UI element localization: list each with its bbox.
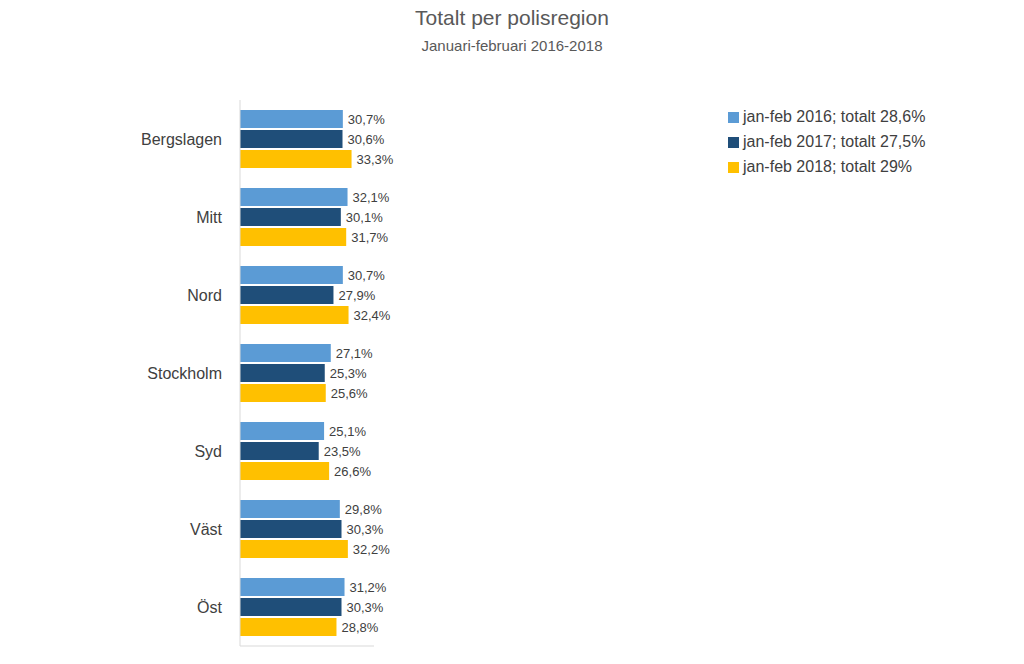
svg-text:28,8%: 28,8% <box>341 620 378 635</box>
svg-text:Bergslagen: Bergslagen <box>141 131 222 148</box>
html-text:Totalt per polisregion: Totalt per polisregion <box>415 6 609 29</box>
svg-text:31,7%: 31,7% <box>351 230 388 245</box>
svg-text:25,6%: 25,6% <box>331 386 368 401</box>
svg-text:32,4%: 32,4% <box>354 308 391 323</box>
html-text:jan-feb 2016; totalt 28,6%: jan-feb 2016; totalt 28,6% <box>743 108 926 125</box>
svg-text:33,3%: 33,3% <box>357 152 394 167</box>
svg-text:30,1%: 30,1% <box>346 210 383 225</box>
svg-text:27,1%: 27,1% <box>336 346 373 361</box>
svg-text:30,6%: 30,6% <box>348 132 385 147</box>
svg-text:Syd: Syd <box>194 443 222 460</box>
svg-text:25,1%: 25,1% <box>329 424 366 439</box>
svg-text:30,7%: 30,7% <box>348 268 385 283</box>
svg-text:27,9%: 27,9% <box>338 288 375 303</box>
svg-text:32,1%: 32,1% <box>353 190 390 205</box>
svg-text:25,3%: 25,3% <box>330 366 367 381</box>
svg-text:Öst: Öst <box>197 599 222 616</box>
svg-text:26,6%: 26,6% <box>334 464 371 479</box>
svg-text:Väst: Väst <box>190 521 223 538</box>
html-text:jan-feb 2017; totalt 27,5%: jan-feb 2017; totalt 27,5% <box>743 133 926 150</box>
svg-text:Mitt: Mitt <box>196 209 222 226</box>
svg-text:23,5%: 23,5% <box>324 444 361 459</box>
svg-text:30,7%: 30,7% <box>348 112 385 127</box>
svg-text:31,2%: 31,2% <box>350 580 387 595</box>
svg-text:30,3%: 30,3% <box>347 600 384 615</box>
svg-text:32,2%: 32,2% <box>353 542 390 557</box>
svg-text:30,3%: 30,3% <box>347 522 384 537</box>
html-text:Januari-februari 2016-2018: Januari-februari 2016-2018 <box>421 37 603 54</box>
svg-text:Stockholm: Stockholm <box>147 365 222 382</box>
html-text:jan-feb 2018; totalt 29%: jan-feb 2018; totalt 29% <box>743 158 912 175</box>
svg-text:29,8%: 29,8% <box>345 502 382 517</box>
svg-text:Nord: Nord <box>187 287 222 304</box>
